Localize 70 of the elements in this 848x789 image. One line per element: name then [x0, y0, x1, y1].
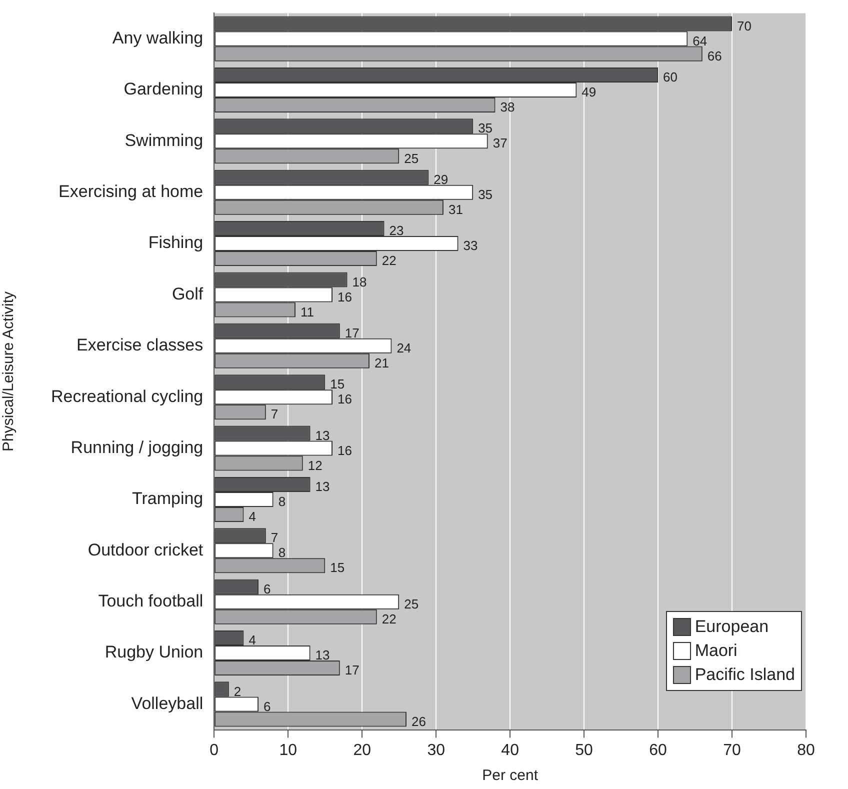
- y-tick-label: Any walking: [112, 28, 204, 48]
- data-label: 22: [382, 611, 396, 626]
- data-label: 2: [234, 684, 242, 699]
- y-tick-label: Exercise classes: [76, 336, 204, 355]
- data-label: 66: [707, 48, 722, 64]
- data-label: 31: [448, 202, 463, 217]
- data-label: 33: [463, 238, 478, 254]
- x-tick-label: 70: [723, 742, 742, 759]
- data-label: 64: [692, 33, 708, 48]
- data-label: 8: [278, 494, 286, 510]
- x-tick-label: 50: [575, 742, 594, 759]
- data-label: 21: [374, 356, 389, 370]
- legend-label: European: [694, 616, 769, 638]
- data-label: 25: [404, 596, 419, 612]
- data-label: 6: [264, 698, 271, 714]
- data-label: 7: [270, 406, 278, 422]
- x-tick-label: 10: [279, 742, 298, 759]
- y-tick-label: Gardening: [124, 80, 204, 99]
- y-tick-label: Tramping: [132, 489, 204, 508]
- y-tick-label: Running / jogging: [70, 438, 204, 457]
- data-label: 38: [500, 100, 515, 115]
- data-label: 4: [248, 632, 256, 648]
- data-label: 8: [278, 545, 286, 560]
- y-tick-label: Swimming: [124, 130, 204, 150]
- data-label: 13: [315, 428, 330, 443]
- y-tick-label: Outdoor cricket: [88, 540, 204, 560]
- data-label: 24: [396, 340, 412, 356]
- data-label: 25: [404, 150, 419, 166]
- data-label: 35: [478, 186, 493, 202]
- data-label: 15: [330, 560, 345, 576]
- x-tick-label: 20: [353, 742, 372, 759]
- data-label: 11: [300, 304, 314, 320]
- data-label: 17: [344, 325, 360, 340]
- legend-label: Pacific Island: [694, 664, 795, 686]
- x-tick-label: 60: [649, 742, 668, 759]
- x-tick-label: 40: [501, 742, 520, 759]
- x-tick-label: 0: [210, 742, 219, 759]
- data-label: 7: [270, 530, 278, 546]
- data-label: 18: [352, 274, 367, 290]
- data-label: 22: [382, 253, 396, 268]
- data-label: 16: [338, 289, 352, 304]
- x-tick-label: 80: [797, 742, 815, 759]
- data-label: 13: [315, 648, 330, 663]
- data-label: 49: [582, 84, 596, 100]
- data-label: 70: [737, 18, 752, 34]
- y-tick-label: Fishing: [148, 233, 204, 252]
- data-label: 37: [492, 136, 508, 151]
- y-tick-label: Volleyball: [131, 694, 204, 713]
- data-label: 16: [338, 442, 352, 458]
- data-label: 4: [248, 509, 256, 524]
- y-axis-title: Physical/Leisure Activity: [0, 290, 18, 452]
- y-tick-label: Golf: [172, 284, 204, 304]
- data-label: 12: [308, 458, 322, 473]
- legend-label: Maori: [694, 640, 738, 662]
- y-tick-label: Touch football: [98, 592, 204, 611]
- y-tick-label: Rugby Union: [104, 642, 204, 662]
- data-label: 23: [389, 223, 404, 238]
- data-label: 6: [264, 581, 271, 596]
- data-label: 17: [344, 662, 360, 678]
- y-tick-label: Exercising at home: [58, 182, 204, 202]
- data-label: 16: [338, 392, 352, 407]
- data-label: 13: [315, 479, 330, 494]
- y-tick-label: Recreational cycling: [50, 386, 204, 406]
- data-label: 60: [663, 70, 678, 85]
- data-label: 35: [478, 120, 493, 136]
- data-label: 26: [411, 714, 426, 729]
- x-tick-label: 30: [427, 742, 446, 759]
- data-label: 29: [434, 172, 448, 187]
- data-label: 15: [330, 376, 345, 392]
- x-axis-title: Per cent: [482, 767, 539, 784]
